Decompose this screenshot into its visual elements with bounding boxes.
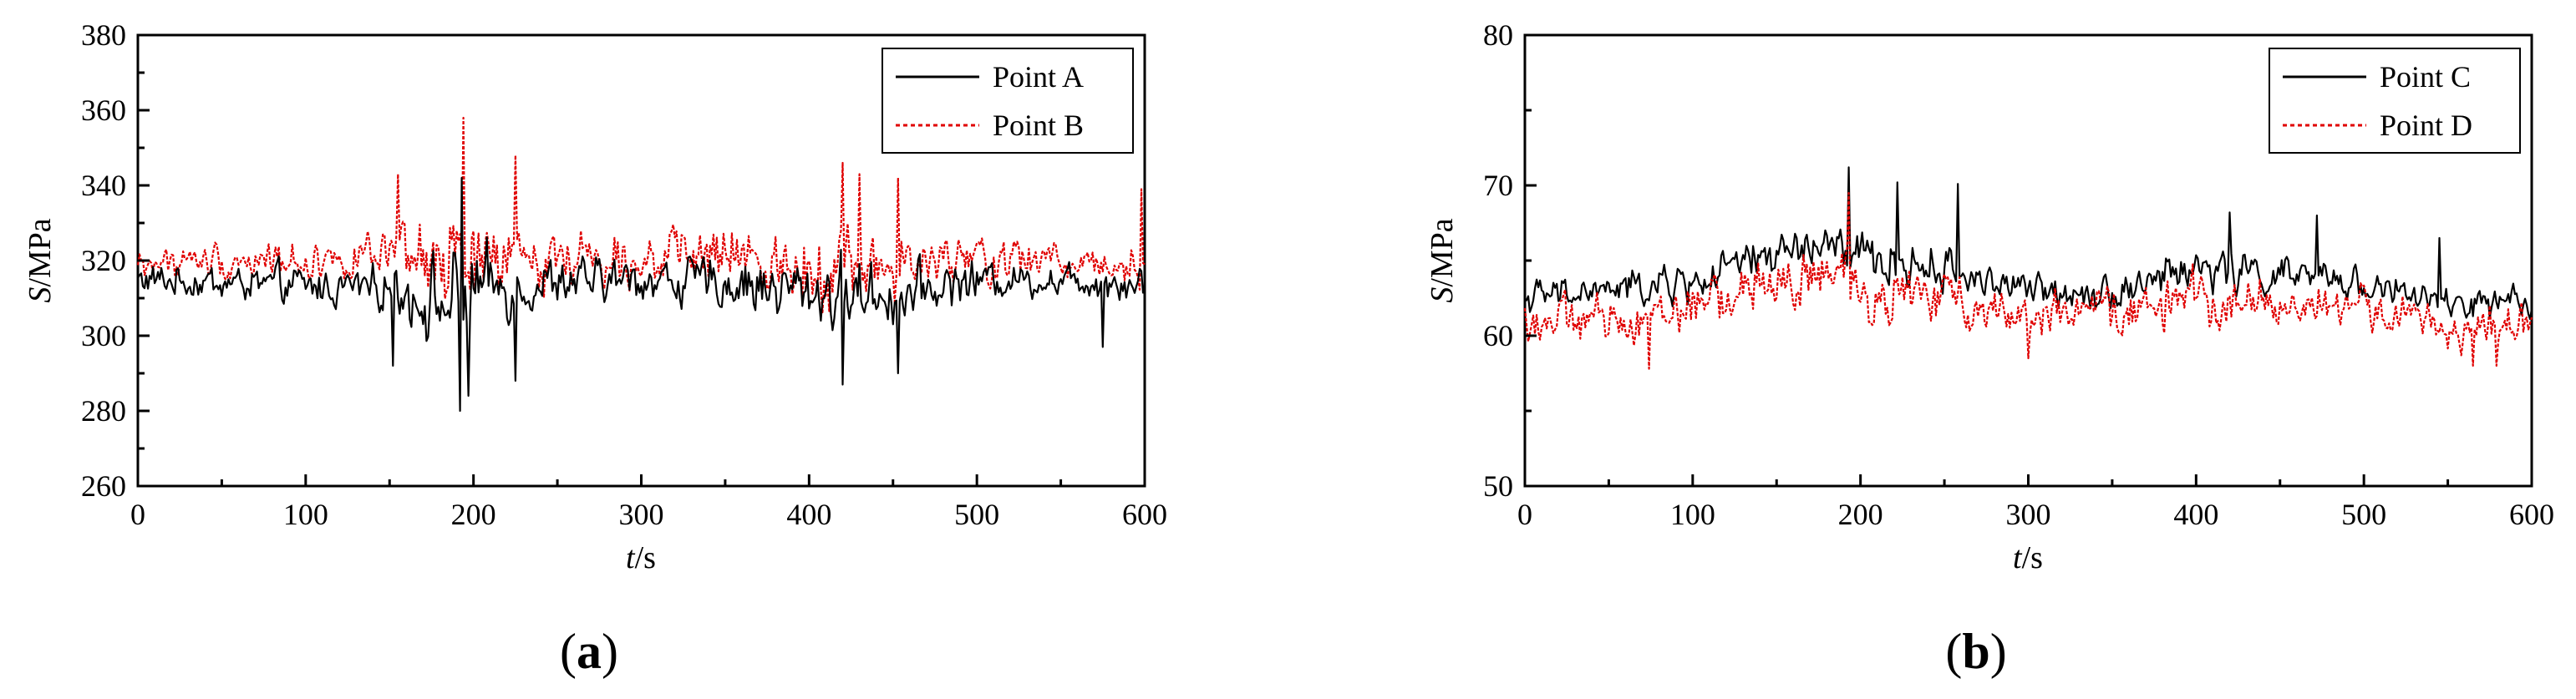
y-tick-label: 70 bbox=[1483, 169, 1513, 202]
x-tick-label: 300 bbox=[619, 498, 664, 531]
series-line-point-c bbox=[1524, 166, 2533, 321]
x-tick-label: 200 bbox=[1838, 498, 1883, 531]
legend-box bbox=[882, 48, 1134, 154]
y-axis-label: S/MPa bbox=[23, 218, 58, 302]
y-tick-label: 320 bbox=[81, 244, 126, 277]
x-tick-label: 300 bbox=[2006, 498, 2051, 531]
legend-label-point-b: Point B bbox=[993, 109, 1084, 142]
x-tick-label: 200 bbox=[451, 498, 496, 531]
x-tick-label: 600 bbox=[2509, 498, 2554, 531]
y-axis-ticks: 50 60 70 80 bbox=[1483, 18, 1537, 503]
x-tick-label: 600 bbox=[1122, 498, 1167, 531]
y-tick-label: 80 bbox=[1483, 18, 1513, 52]
series-line-point-d bbox=[1523, 191, 2533, 370]
legend: Point C Point D bbox=[2269, 48, 2521, 154]
series-group bbox=[136, 116, 1146, 413]
legend-box bbox=[2269, 48, 2521, 154]
y-axis-ticks: 260 280 300 320 340 360 380 bbox=[81, 18, 150, 503]
legend-label-point-c: Point C bbox=[2380, 60, 2471, 94]
panel-label-a: (a) bbox=[560, 624, 618, 679]
x-tick-label: 100 bbox=[1670, 498, 1715, 531]
x-tick-label: 0 bbox=[130, 498, 145, 531]
y-tick-label: 60 bbox=[1483, 319, 1513, 352]
x-tick-label: 400 bbox=[2173, 498, 2218, 531]
series-group bbox=[1523, 166, 2533, 370]
x-tick-label: 0 bbox=[1517, 498, 1532, 531]
y-tick-label: 260 bbox=[81, 469, 126, 503]
y-tick-label: 340 bbox=[81, 169, 126, 202]
x-tick-label: 500 bbox=[2341, 498, 2386, 531]
chart-panel-b: 0 100 200 300 400 500 600 50 60 70 80 t/s S/MPa P… bbox=[1425, 18, 2554, 679]
x-tick-label: 100 bbox=[283, 498, 328, 531]
x-axis-ticks: 0 100 200 300 400 500 600 bbox=[130, 474, 1167, 531]
x-axis-label: t/s bbox=[2013, 540, 2043, 575]
series-line-point-a bbox=[137, 176, 1146, 413]
y-tick-label: 360 bbox=[81, 94, 126, 127]
y-tick-label: 280 bbox=[81, 394, 126, 428]
legend-label-point-a: Point A bbox=[993, 60, 1084, 94]
y-tick-label: 50 bbox=[1483, 469, 1513, 503]
y-tick-label: 300 bbox=[81, 319, 126, 352]
y-axis-label: S/MPa bbox=[1425, 218, 1460, 302]
chart-panel-a: 0 100 200 300 400 500 600 260 280 300 320 340 360 38… bbox=[23, 18, 1167, 679]
y-tick-label: 380 bbox=[81, 18, 126, 52]
panel-label-b: (b) bbox=[1945, 624, 2006, 679]
x-axis-ticks: 0 100 200 300 400 500 600 bbox=[1517, 474, 2554, 531]
legend-label-point-d: Point D bbox=[2380, 109, 2472, 142]
x-tick-label: 400 bbox=[786, 498, 831, 531]
x-tick-label: 500 bbox=[954, 498, 999, 531]
legend: Point A Point B bbox=[882, 48, 1134, 154]
x-axis-label: t/s bbox=[626, 540, 656, 575]
